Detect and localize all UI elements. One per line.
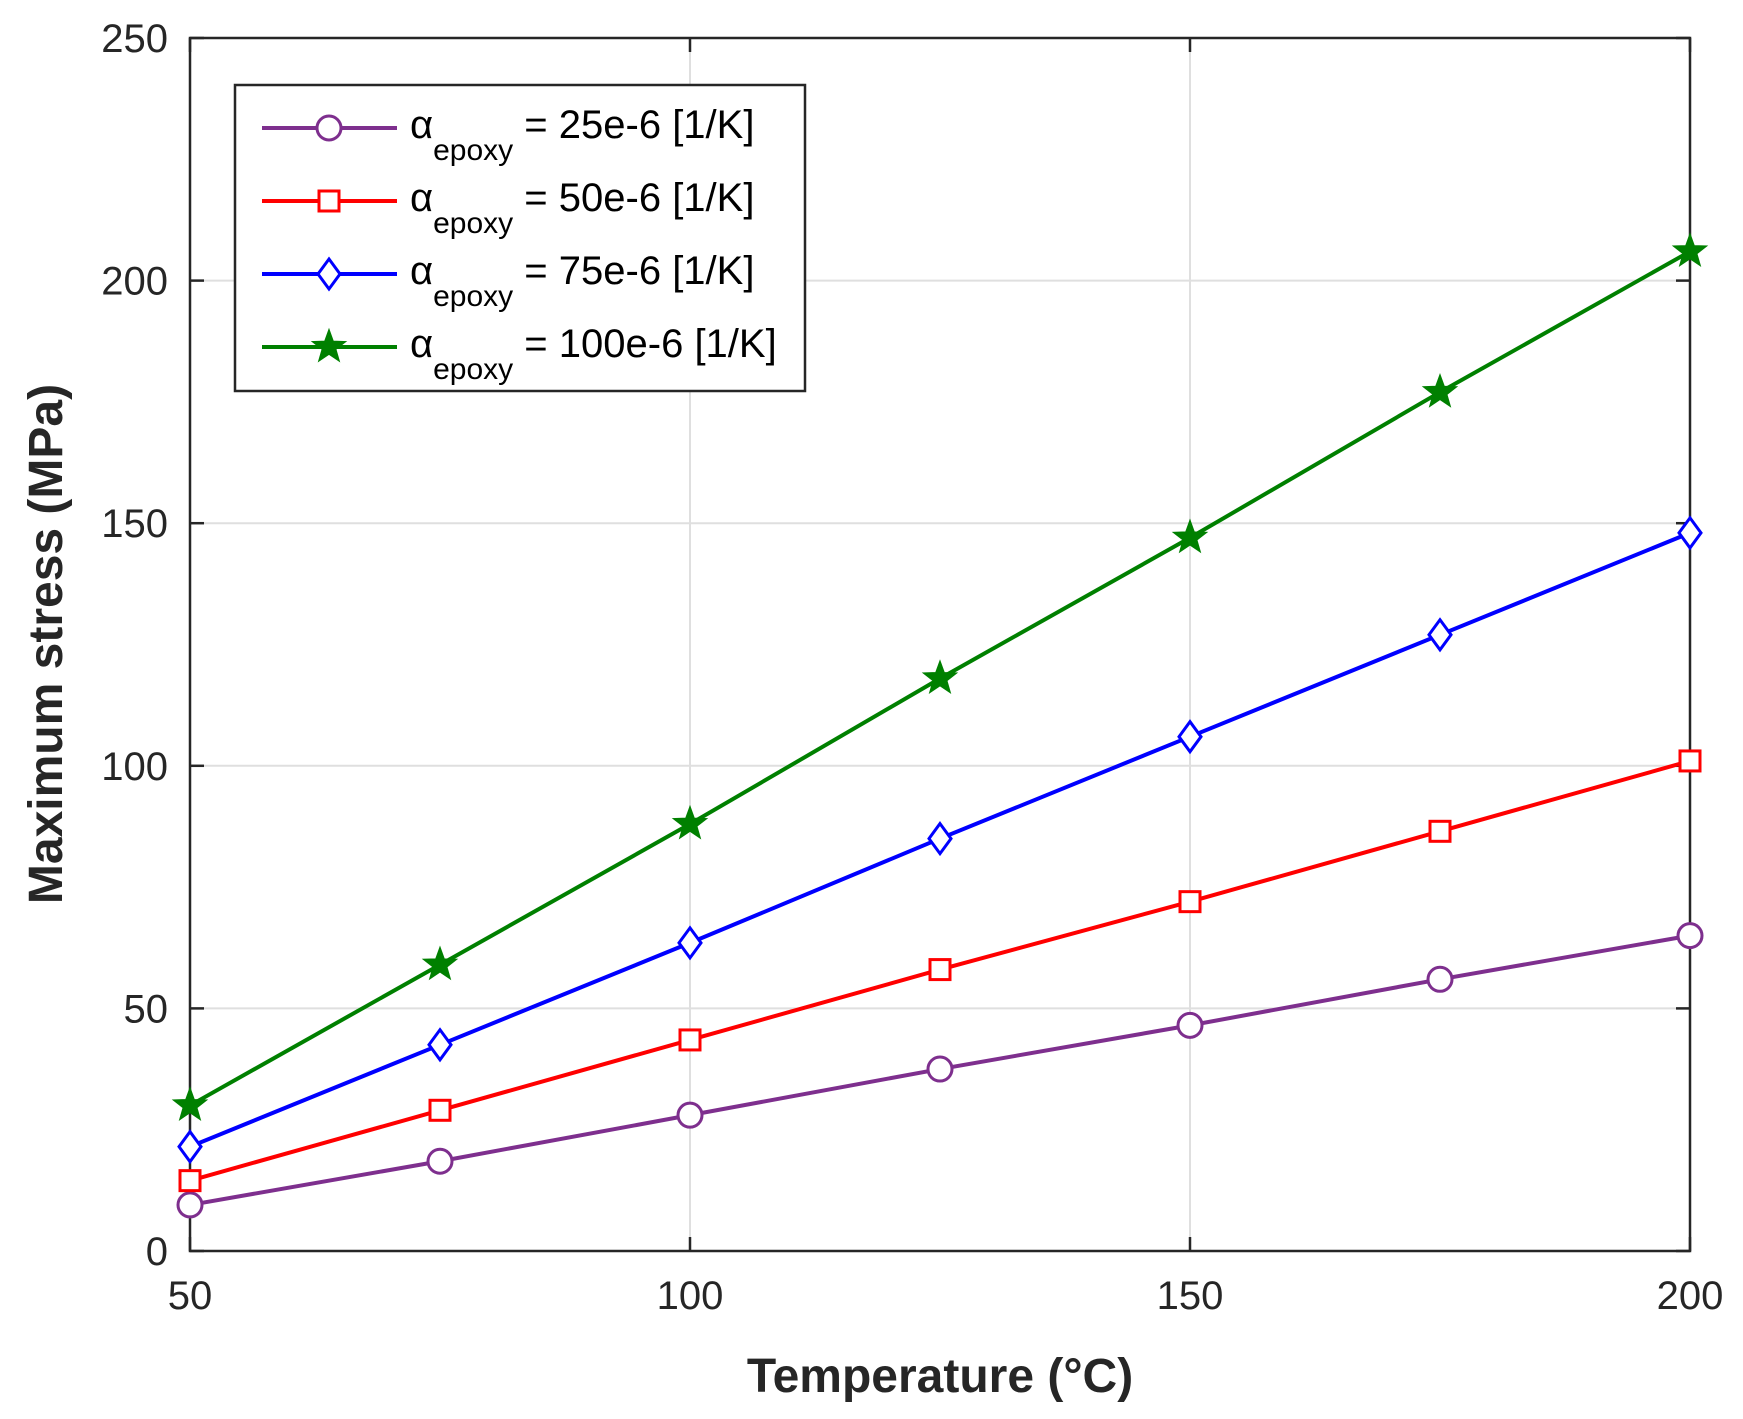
data-point: [426, 1147, 454, 1175]
data-point: [1176, 1011, 1204, 1039]
data-point: [1678, 749, 1702, 773]
legend-subscript: epoxy: [433, 207, 513, 240]
data-point: [1676, 922, 1704, 950]
data-point: [1421, 373, 1459, 408]
data-point: [926, 1055, 954, 1083]
series-square: [178, 749, 1702, 1193]
series-star: [171, 232, 1709, 1121]
legend-symbol: α: [410, 249, 433, 293]
legend-symbol: α: [410, 176, 433, 220]
data-point: [1427, 617, 1453, 653]
legend-marker: [316, 256, 342, 292]
legend-marker: [315, 114, 343, 142]
data-point: [678, 1028, 702, 1052]
y-tick-label: 50: [124, 987, 169, 1031]
y-axis-title: Maximum stress (MPa): [20, 384, 73, 904]
legend-subscript: epoxy: [433, 134, 513, 167]
y-tick-label: 200: [101, 260, 168, 304]
data-point: [676, 1101, 704, 1129]
x-tick-label: 150: [1157, 1274, 1224, 1318]
data-point: [921, 659, 959, 694]
data-point: [421, 945, 459, 981]
legend-value: = 25e-6 [1/K]: [513, 103, 754, 147]
data-point: [671, 804, 709, 840]
legend-label: αepoxy = 100e-6 [1/K]: [410, 322, 777, 386]
legend-label: αepoxy = 50e-6 [1/K]: [410, 176, 754, 240]
data-point: [177, 1129, 203, 1165]
legend-subscript: epoxy: [433, 280, 513, 313]
legend-symbol: α: [410, 103, 433, 147]
y-tick-label: 150: [101, 502, 168, 546]
data-point: [171, 1086, 209, 1121]
x-tick-label: 100: [657, 1274, 724, 1318]
y-tick-label: 250: [101, 17, 168, 61]
x-tick-label: 200: [1657, 1274, 1724, 1318]
legend-item: αepoxy = 75e-6 [1/K]: [262, 249, 754, 313]
data-point: [178, 1169, 202, 1193]
y-tick-label: 100: [101, 745, 168, 789]
legend-value: = 75e-6 [1/K]: [513, 249, 754, 293]
legend-marker: [310, 327, 348, 363]
data-point: [1671, 232, 1709, 268]
data-point: [1677, 515, 1703, 551]
data-point: [1428, 819, 1452, 843]
data-point: [927, 821, 953, 857]
legend-marker: [317, 189, 341, 213]
data-point: [176, 1191, 204, 1219]
y-tick-label: 0: [146, 1230, 168, 1274]
data-point: [677, 925, 703, 961]
series-circle: [176, 922, 1704, 1219]
plot-frame: [188, 36, 1692, 1253]
legend-item: αepoxy = 100e-6 [1/K]: [262, 322, 777, 386]
legend-item: αepoxy = 25e-6 [1/K]: [262, 103, 754, 167]
data-point: [427, 1027, 453, 1063]
legend-label: αepoxy = 75e-6 [1/K]: [410, 249, 754, 313]
legend-symbol: α: [410, 322, 433, 366]
legend-value: = 100e-6 [1/K]: [513, 322, 777, 366]
data-point: [428, 1098, 452, 1122]
legend: αepoxy = 25e-6 [1/K]αepoxy = 50e-6 [1/K]…: [233, 83, 807, 393]
data-point: [928, 958, 952, 982]
legend-value: = 50e-6 [1/K]: [513, 176, 754, 220]
data-point: [1426, 965, 1454, 993]
series-diamond: [177, 515, 1703, 1165]
data-point: [1177, 719, 1203, 755]
data-point: [1178, 890, 1202, 914]
data-point: [1171, 518, 1209, 554]
data-series: [171, 232, 1709, 1219]
x-axis-title: Temperature (°C): [747, 1350, 1133, 1403]
legend-item: αepoxy = 50e-6 [1/K]: [262, 176, 754, 240]
legend-subscript: epoxy: [433, 353, 513, 386]
x-tick-label: 50: [168, 1274, 213, 1318]
legend-label: αepoxy = 25e-6 [1/K]: [410, 103, 754, 167]
